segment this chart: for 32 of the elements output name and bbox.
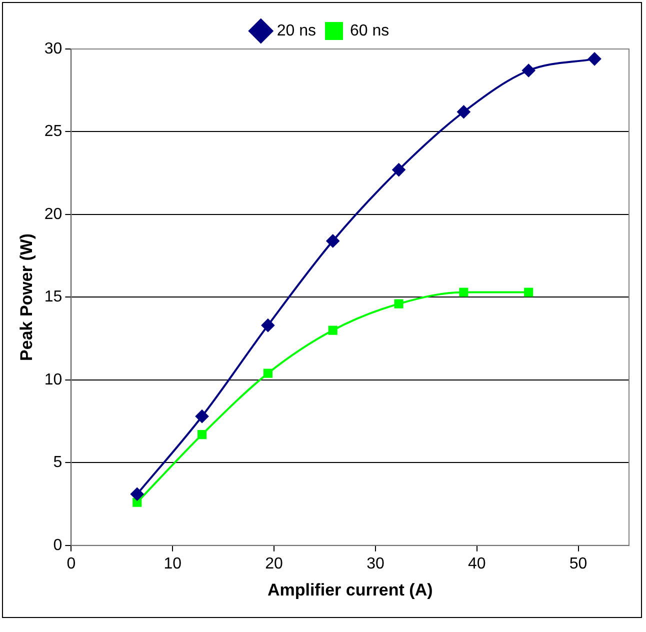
y-tick-label: 15 (44, 288, 62, 306)
y-tick-label: 0 (53, 536, 62, 554)
point (130, 488, 144, 501)
x-tick-label: 40 (468, 555, 486, 572)
point (524, 288, 534, 297)
point (261, 318, 274, 332)
x-tick-label: 20 (265, 555, 284, 572)
point (394, 299, 404, 308)
point (457, 105, 470, 118)
legend-label: 60 ns (350, 22, 390, 40)
point (263, 368, 272, 378)
point (459, 288, 468, 297)
x-axis-title: Amplifier current (A) (267, 580, 433, 600)
y-tick-label: 5 (53, 454, 62, 472)
point (328, 326, 338, 335)
x-tick-label: 50 (569, 555, 588, 572)
point (588, 52, 602, 66)
x-tick-label: 10 (164, 555, 182, 572)
point (197, 430, 207, 440)
y-tick-label: 25 (44, 123, 62, 140)
y-axis-title: Peak Power (W) (16, 233, 36, 361)
y-tick-label: 20 (44, 206, 62, 223)
y-tick-label: 30 (44, 40, 62, 58)
point (522, 64, 536, 78)
point (392, 163, 406, 176)
point (132, 498, 142, 507)
point (326, 234, 340, 248)
legend-label: 20 ns (276, 22, 316, 40)
x-tick-label: 30 (366, 555, 384, 572)
y-tick-label: 10 (44, 371, 62, 388)
point (196, 410, 209, 423)
x-tick-label: 0 (66, 555, 76, 572)
